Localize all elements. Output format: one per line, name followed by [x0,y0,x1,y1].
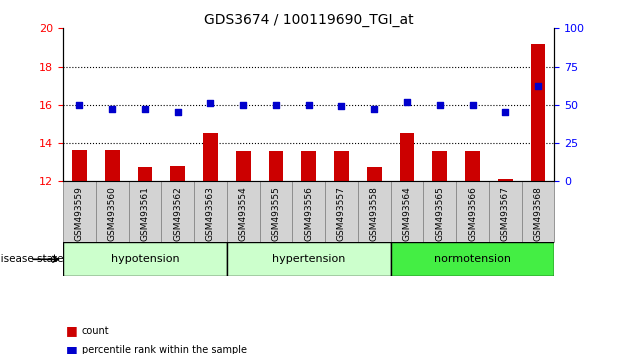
Bar [391,242,554,276]
Bar [129,181,161,242]
Text: GSM493563: GSM493563 [206,186,215,241]
Point [467,102,478,108]
Text: GSM493554: GSM493554 [239,186,248,241]
Text: GSM493561: GSM493561 [140,186,149,241]
Bar [236,151,251,181]
Point [271,102,281,108]
Point [369,107,379,112]
Point [336,103,346,109]
Text: GSM493558: GSM493558 [370,186,379,241]
Bar [432,151,447,181]
Bar [161,181,194,242]
Point [435,102,445,108]
Bar [170,166,185,181]
Text: percentile rank within the sample: percentile rank within the sample [82,346,247,354]
Text: GSM493568: GSM493568 [534,186,542,241]
Bar [522,181,554,242]
Text: GSM493559: GSM493559 [75,186,84,241]
Bar [227,242,391,276]
Text: ■: ■ [66,325,78,337]
Point [107,107,117,112]
Bar [268,151,284,181]
Bar [203,132,218,181]
Bar [367,167,382,181]
Text: hypotension: hypotension [111,254,179,264]
Bar [105,150,120,181]
Text: normotension: normotension [434,254,511,264]
Point [500,110,510,115]
Title: GDS3674 / 100119690_TGI_at: GDS3674 / 100119690_TGI_at [204,13,413,27]
Bar [194,181,227,242]
Point [74,102,84,108]
Bar [399,132,415,181]
Bar [292,181,325,242]
Point [140,107,150,112]
Text: GSM493566: GSM493566 [468,186,477,241]
Text: GSM493555: GSM493555 [272,186,280,241]
Point [205,101,215,106]
Bar [96,181,129,242]
Bar [530,44,546,181]
Bar [334,151,349,181]
Text: hypertension: hypertension [272,254,345,264]
Text: GSM493562: GSM493562 [173,186,182,241]
Text: disease state: disease state [0,254,64,264]
Text: GSM493565: GSM493565 [435,186,444,241]
Bar [498,179,513,181]
Text: GSM493556: GSM493556 [304,186,313,241]
Bar [227,181,260,242]
Text: ■: ■ [66,344,78,354]
Point [238,102,248,108]
Bar [260,181,292,242]
Point [533,84,543,89]
Text: GSM493560: GSM493560 [108,186,117,241]
Point [304,102,314,108]
Text: count: count [82,326,110,336]
Bar [325,181,358,242]
Bar [72,150,87,181]
Bar [358,181,391,242]
Bar [423,181,456,242]
Bar [489,181,522,242]
Bar [63,181,96,242]
Bar [465,151,480,181]
Bar [63,242,227,276]
Bar [391,181,423,242]
Bar [301,151,316,181]
Text: GSM493567: GSM493567 [501,186,510,241]
Bar [456,181,489,242]
Bar [137,167,152,181]
Text: GSM493557: GSM493557 [337,186,346,241]
Point [402,99,412,104]
Text: GSM493564: GSM493564 [403,186,411,241]
Point [173,110,183,115]
